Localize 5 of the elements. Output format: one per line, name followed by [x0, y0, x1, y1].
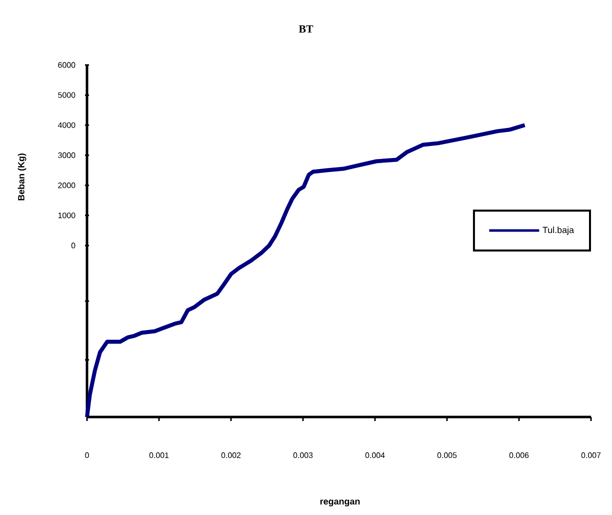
- x-axis-title: regangan: [320, 500, 360, 506]
- text: Tul.baja: [542, 226, 574, 235]
- chart-title: BT: [298, 25, 314, 33]
- line-series: [85, 123, 527, 419]
- y-axis-title: Beban (Kg): [18, 154, 26, 200]
